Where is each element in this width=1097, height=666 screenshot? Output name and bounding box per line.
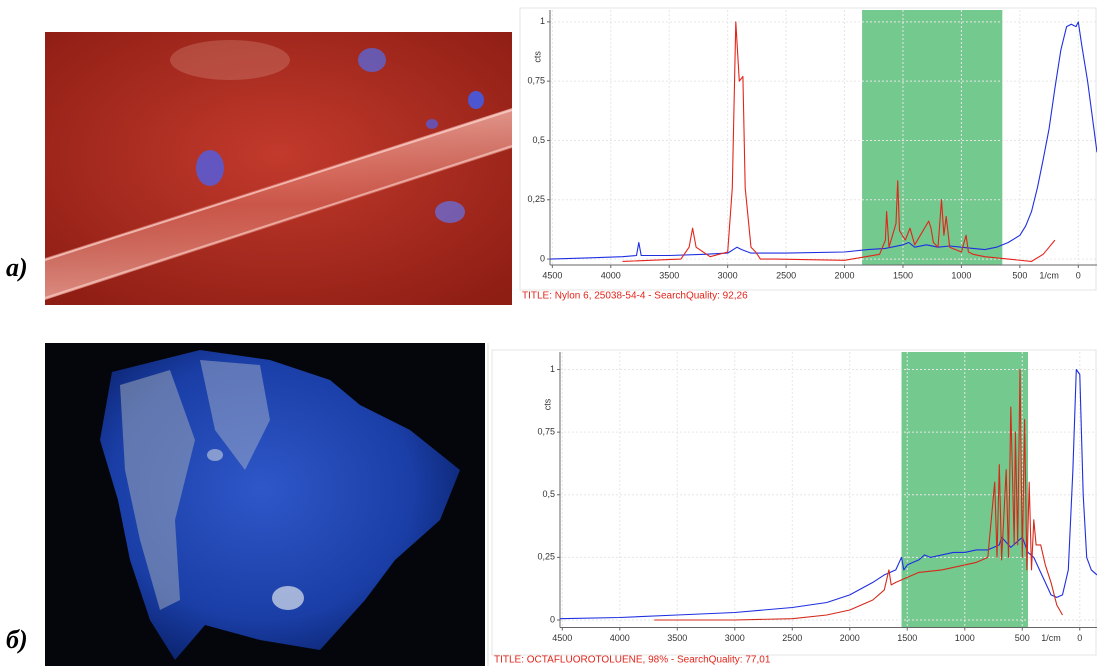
x-tick-label: 4000 xyxy=(610,633,630,643)
photo-fragment xyxy=(45,343,488,666)
x-tick-label: 0 xyxy=(1076,270,1081,280)
x-tick-label: 2500 xyxy=(782,633,802,643)
x-tick-label: 2000 xyxy=(835,270,855,280)
y-axis-label: cts xyxy=(542,398,552,410)
x-tick-label: 0 xyxy=(1077,633,1082,643)
x-tick-label: 1000 xyxy=(955,633,975,643)
x-tick-label: 3500 xyxy=(659,270,679,280)
y-tick-label: 0 xyxy=(550,614,555,624)
x-tick-label: 4000 xyxy=(601,270,621,280)
x-unit-label: 1/cm xyxy=(1041,633,1061,643)
x-tick-label: 3500 xyxy=(667,633,687,643)
y-tick-label: 0,25 xyxy=(537,552,555,562)
chart-frame xyxy=(520,8,1096,290)
x-tick-label: 1500 xyxy=(893,270,913,280)
y-tick-label: 0,25 xyxy=(527,194,545,204)
figure: а) б) 0 0,25 0,5 0,75 1 4500 4000 3500 3000 2500 2… xyxy=(0,0,1097,666)
x-tick-label: 4500 xyxy=(542,270,562,280)
x-tick-label: 3000 xyxy=(725,633,745,643)
x-tick-label: 3000 xyxy=(718,270,738,280)
y-tick-label: 0,75 xyxy=(527,76,545,86)
photo-fiber xyxy=(45,32,512,305)
y-tick-label: 0,5 xyxy=(542,489,555,499)
y-tick-label: 0 xyxy=(540,253,545,263)
x-tick-label: 4500 xyxy=(552,633,572,643)
y-tick-label: 1 xyxy=(540,16,545,26)
panel-label: а) xyxy=(6,253,28,282)
x-tick-label: 1500 xyxy=(897,633,917,643)
chart: 0 0,25 0,5 0,75 1 4500 4000 3500 3000 2500 2000 150… xyxy=(492,350,1097,666)
chart-title: TITLE: OCTAFLUOROTOLUENE, 98% - SearchQu… xyxy=(494,655,771,666)
x-tick-label: 500 xyxy=(1012,270,1027,280)
y-axis-label: cts xyxy=(532,51,542,63)
x-unit-label: 1/cm xyxy=(1039,270,1059,280)
highlight-band xyxy=(862,10,1002,265)
chart: 0 0,25 0,5 0,75 1 4500 4000 3500 3000 2500 2000 150… xyxy=(520,8,1097,302)
x-tick-label: 500 xyxy=(1015,633,1030,643)
chart-title: TITLE: Nylon 6, 25038-54-4 - SearchQuali… xyxy=(522,291,748,302)
y-tick-label: 0,75 xyxy=(537,427,555,437)
x-tick-label: 2500 xyxy=(776,270,796,280)
x-tick-label: 1000 xyxy=(951,270,971,280)
panel-label: б) xyxy=(6,625,28,654)
y-tick-label: 1 xyxy=(550,364,555,374)
x-tick-label: 2000 xyxy=(840,633,860,643)
y-tick-label: 0,5 xyxy=(532,135,545,145)
